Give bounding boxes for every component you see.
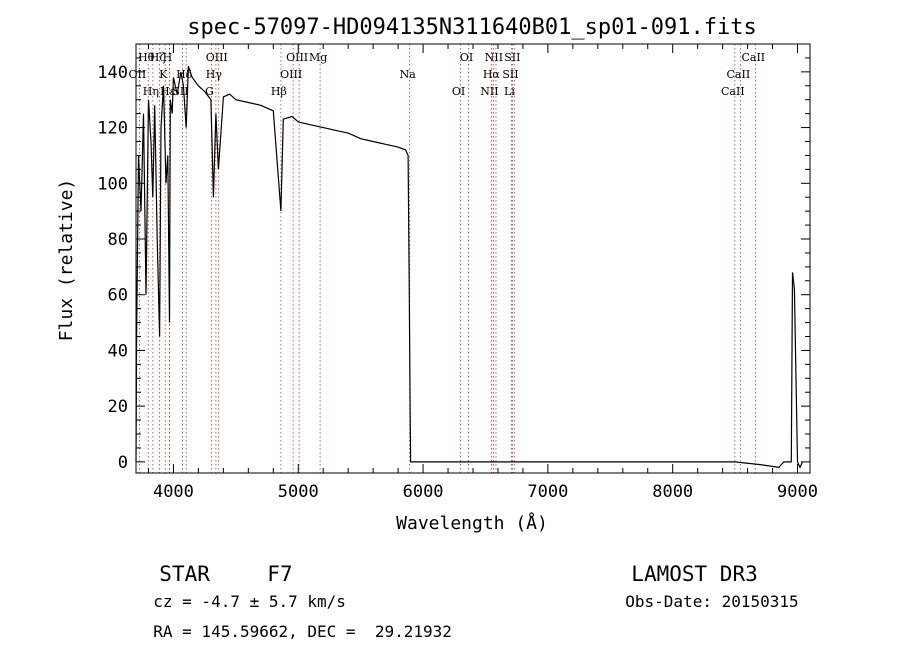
spectral-line-label: CaII: [727, 68, 751, 81]
plot-frame: [135, 43, 811, 474]
y-tick-label: 120: [97, 119, 128, 139]
spectral-line-label: OII: [129, 68, 147, 81]
y-tick-label: 100: [97, 174, 128, 194]
x-tick-label: 7000: [527, 482, 568, 502]
object-class: STAR: [134, 538, 210, 586]
redshift-info: cz = -4.7 ± 5.7 km/s: [134, 573, 346, 611]
spectral-line-label: OI: [452, 85, 465, 98]
spectral-line-label: Na: [400, 68, 417, 81]
x-tick-label: 4000: [153, 482, 194, 502]
x-tick-label: 5000: [278, 482, 319, 502]
spectral-line-label: OI: [460, 51, 473, 64]
spectral-line-label: Li: [504, 85, 515, 98]
spectral-line-label: OIII: [280, 68, 302, 81]
y-tick-label: 0: [118, 453, 128, 473]
y-axis-label: Flux (relative): [56, 179, 77, 342]
survey-label: LAMOST DR3: [631, 562, 758, 586]
x-tick-label: 6000: [403, 482, 444, 502]
spectral-line-label: NII: [485, 51, 503, 64]
cz-label: cz = -4.7 ± 5.7 km/s: [153, 592, 346, 611]
spectral-line-label: K: [159, 68, 168, 81]
object-subclass: F7: [242, 538, 293, 586]
spectral-line-label: OIII: [286, 51, 308, 64]
y-tick-label: 40: [108, 341, 128, 361]
spectral-line-label: Hθ: [138, 51, 155, 64]
spectrum-line: [135, 66, 804, 469]
y-tick-label: 80: [108, 230, 128, 250]
x-axis-label: Wavelength (Å): [396, 512, 548, 534]
y-tick-label: 60: [108, 286, 128, 306]
spectral-line-label: G: [205, 85, 214, 98]
spectral-line-label: Hη: [143, 85, 159, 98]
spectral-line-label: Hα: [483, 68, 501, 81]
spectral-line-label: Hζ: [150, 51, 166, 64]
x-tick-label: 9000: [777, 482, 818, 502]
obs-date-label: Obs-Date: 20150315: [625, 592, 799, 611]
y-tick-label: 20: [108, 397, 128, 417]
spectral-line-label: SII: [504, 51, 520, 64]
spectral-line-label: SII: [172, 85, 188, 98]
spectral-line-label: Hγ: [206, 68, 223, 81]
spectral-line-label: Hβ: [271, 85, 287, 98]
spectral-line-label: CaII: [741, 51, 765, 64]
survey-name: LAMOST DR3: [606, 538, 758, 586]
spectral-line-label: CaII: [721, 85, 745, 98]
coordinates: RA = 145.59662, DEC = 29.21932: [134, 603, 452, 641]
x-axis: 4000 5000 6000 7000 8000 9000: [147, 44, 818, 502]
spectral-line-label: H: [163, 51, 173, 64]
radec-label: RA = 145.59662, DEC = 29.21932: [153, 622, 452, 641]
spectral-line-label: NII: [480, 85, 498, 98]
y-tick-label: 140: [97, 63, 128, 83]
chart-title: spec-57097-HD094135N311640B01_sp01-091.f…: [187, 15, 757, 40]
spectral-line-markers: [138, 44, 756, 473]
subclass-label: F7: [267, 562, 293, 586]
spectral-line-label: SII: [502, 68, 518, 81]
class-label: STAR: [159, 562, 210, 586]
spectral-line-label: Mg: [309, 51, 327, 64]
spectral-line-labels: HθOIIHηHζKHεHHδSIIOIIIHγGOIIIOIIIHβMgNaO…: [129, 51, 766, 98]
y-axis: 0 20 40 60 80 100 120 140: [97, 57, 810, 473]
x-tick-label: 8000: [652, 482, 693, 502]
observation-date: Obs-Date: 20150315: [606, 573, 799, 611]
spectral-line-label: OIII: [206, 51, 228, 64]
